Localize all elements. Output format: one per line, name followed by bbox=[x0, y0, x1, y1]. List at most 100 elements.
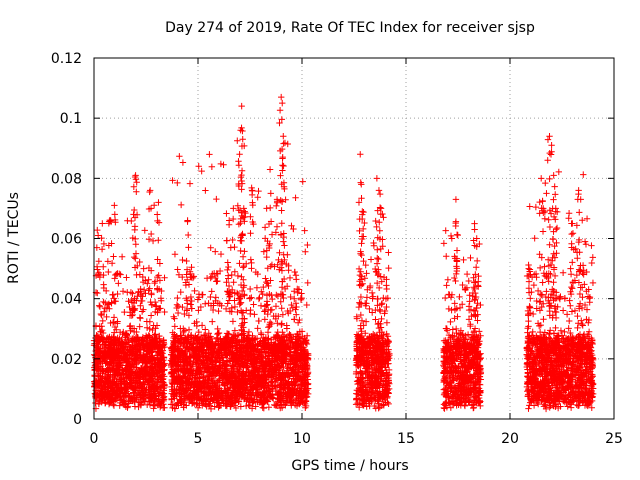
data-point bbox=[110, 361, 117, 368]
data-point bbox=[92, 354, 99, 362]
data-point bbox=[113, 270, 120, 278]
data-point bbox=[177, 201, 185, 209]
data-point bbox=[120, 341, 127, 348]
data-point bbox=[125, 390, 132, 397]
data-point bbox=[254, 194, 261, 201]
data-point bbox=[291, 295, 298, 302]
data-point bbox=[134, 366, 142, 374]
data-point bbox=[126, 351, 133, 358]
data-point bbox=[157, 355, 165, 362]
data-point bbox=[378, 315, 385, 323]
data-point bbox=[111, 323, 119, 331]
data-point bbox=[154, 401, 162, 409]
data-point bbox=[202, 187, 209, 194]
data-point bbox=[142, 290, 149, 297]
data-point bbox=[304, 370, 312, 377]
data-point bbox=[174, 266, 181, 273]
data-point bbox=[222, 305, 230, 313]
data-point bbox=[126, 343, 133, 351]
data-point bbox=[95, 396, 103, 404]
data-point bbox=[367, 256, 375, 263]
data-point bbox=[160, 336, 167, 344]
data-point bbox=[109, 392, 116, 399]
data-point bbox=[126, 303, 133, 311]
data-point bbox=[128, 350, 136, 358]
data-point bbox=[137, 302, 144, 310]
data-point bbox=[142, 359, 150, 366]
data-point bbox=[115, 280, 122, 287]
data-point bbox=[112, 372, 119, 379]
data-point bbox=[128, 217, 135, 225]
data-point bbox=[259, 404, 266, 411]
data-point bbox=[160, 362, 168, 369]
data-point bbox=[152, 302, 160, 310]
data-point bbox=[155, 343, 163, 350]
data-point bbox=[179, 159, 187, 166]
data-point bbox=[97, 328, 104, 336]
data-point bbox=[104, 301, 112, 308]
data-point bbox=[136, 340, 144, 347]
data-point bbox=[91, 366, 99, 373]
data-point bbox=[294, 289, 301, 296]
data-point bbox=[255, 317, 262, 325]
data-point bbox=[150, 365, 157, 373]
data-point bbox=[255, 187, 262, 195]
data-point bbox=[96, 273, 104, 281]
data-point bbox=[95, 373, 102, 380]
data-point bbox=[110, 401, 117, 408]
data-point bbox=[160, 379, 167, 387]
data-point bbox=[134, 335, 141, 343]
data-point bbox=[147, 364, 154, 372]
data-point bbox=[105, 371, 112, 378]
data-point bbox=[279, 311, 287, 318]
data-point bbox=[253, 284, 261, 291]
data-point bbox=[112, 396, 119, 404]
data-point bbox=[265, 404, 273, 411]
data-point bbox=[112, 365, 120, 372]
data-point bbox=[246, 295, 254, 302]
data-point bbox=[146, 363, 154, 370]
data-point bbox=[229, 236, 236, 244]
data-point bbox=[291, 268, 298, 276]
data-point bbox=[160, 385, 167, 392]
data-point bbox=[150, 390, 157, 397]
data-point bbox=[143, 324, 151, 332]
data-point bbox=[212, 248, 219, 255]
data-point bbox=[132, 372, 140, 380]
data-point bbox=[225, 282, 233, 290]
data-point bbox=[152, 361, 159, 368]
data-point bbox=[254, 325, 261, 332]
data-point bbox=[202, 326, 209, 333]
data-point bbox=[114, 383, 121, 391]
data-point bbox=[104, 388, 111, 395]
data-point bbox=[201, 300, 209, 307]
data-point bbox=[366, 305, 373, 313]
data-point bbox=[254, 270, 261, 278]
data-point bbox=[208, 163, 216, 170]
data-point bbox=[146, 375, 153, 382]
data-point bbox=[214, 330, 221, 338]
data-point bbox=[155, 272, 162, 279]
data-point bbox=[100, 308, 108, 315]
data-point bbox=[115, 366, 123, 373]
data-point bbox=[357, 293, 365, 301]
data-point bbox=[110, 314, 118, 321]
data-point bbox=[174, 294, 181, 302]
data-point bbox=[94, 226, 101, 234]
data-point bbox=[198, 167, 205, 175]
data-point bbox=[137, 373, 144, 380]
data-point bbox=[100, 393, 107, 400]
data-point bbox=[125, 298, 132, 305]
data-point bbox=[126, 393, 133, 400]
data-point bbox=[155, 349, 162, 356]
data-point bbox=[154, 306, 162, 313]
data-point bbox=[160, 373, 168, 380]
data-point bbox=[304, 279, 311, 287]
data-point bbox=[137, 315, 144, 322]
data-point bbox=[234, 137, 241, 144]
data-point bbox=[138, 290, 145, 298]
data-point bbox=[145, 357, 153, 364]
data-point bbox=[118, 370, 126, 378]
data-point bbox=[97, 366, 105, 373]
